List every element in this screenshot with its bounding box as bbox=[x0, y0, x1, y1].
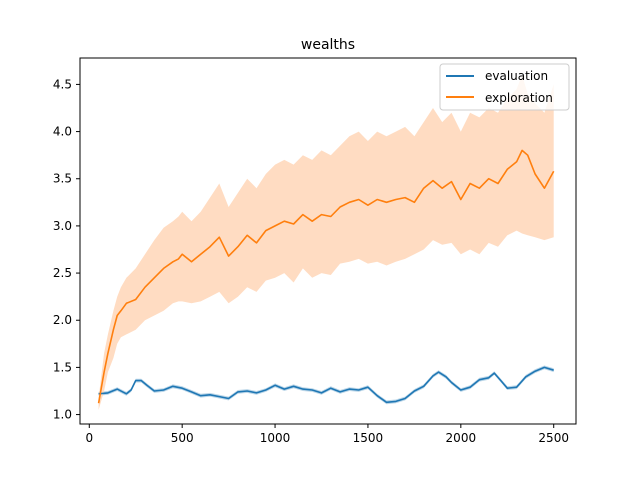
y-tick-label: 1.5 bbox=[53, 360, 72, 374]
legend: evaluation exploration bbox=[439, 63, 570, 111]
x-tick-label: 500 bbox=[171, 431, 194, 445]
y-tick-label: 2.0 bbox=[53, 313, 72, 327]
y-tick-label: 2.5 bbox=[53, 266, 72, 280]
series-line-exploration bbox=[97, 149, 555, 404]
chart-title: wealths bbox=[301, 37, 355, 53]
y-tick-label: 3.0 bbox=[53, 219, 72, 233]
x-tick-label: 2000 bbox=[446, 431, 477, 445]
x-tick-label: 1000 bbox=[260, 431, 291, 445]
y-tick-label: 3.5 bbox=[53, 172, 72, 186]
axes-frame bbox=[79, 57, 577, 425]
x-tick-label: 1500 bbox=[353, 431, 384, 445]
series-line-evaluation bbox=[98, 366, 554, 404]
axes: 0 500 1000 1500 2000 2500 1.0 1.5 2.0 2.5 3.0 3.5 4.… bbox=[53, 57, 577, 445]
legend-label-evaluation: evaluation bbox=[485, 69, 548, 83]
y-tick-label: 4.5 bbox=[53, 77, 72, 91]
x-tick-label: 2500 bbox=[538, 431, 569, 445]
band-exploration bbox=[98, 75, 554, 410]
x-tick-label: 0 bbox=[85, 431, 93, 445]
y-tick-label: 1.0 bbox=[53, 408, 72, 422]
plot-area bbox=[97, 75, 555, 410]
y-tick-label: 4.0 bbox=[53, 125, 72, 139]
legend-label-exploration: exploration bbox=[485, 91, 553, 105]
